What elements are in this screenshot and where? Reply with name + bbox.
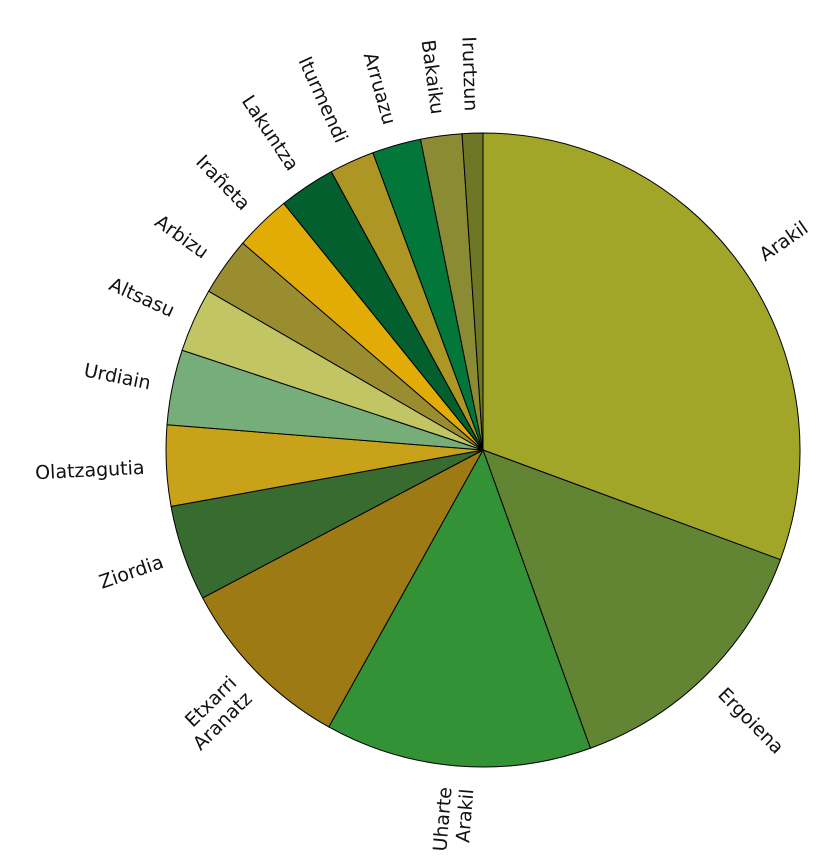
label-arruazu: Arruazu: [359, 50, 400, 127]
slice-ergoiena: [482, 449, 782, 749]
label-irurtzun: Irurtzun: [457, 36, 481, 111]
slice-irurtzun: [461, 132, 484, 451]
label-lakuntza: Lakuntza: [237, 91, 303, 175]
label-iturmendi: Iturmendi: [294, 53, 352, 146]
label-arakil: Arakil: [755, 217, 812, 266]
label-irañeta: Irañeta: [191, 151, 254, 215]
label-etxarri-aranatz: EtxarriAranatz: [173, 672, 256, 755]
slice-uharte-arakil: [328, 448, 592, 768]
label-olatzagutia: Olatzagutia: [35, 457, 145, 484]
label-arbizu: Arbizu: [151, 211, 213, 264]
label-ergoiena: Ergoiena: [713, 684, 788, 759]
label-urdiain: Urdiain: [82, 359, 153, 394]
label-bakaiku: Bakaiku: [417, 39, 449, 116]
label-uharte-arakil: UharteArakil: [429, 786, 478, 854]
slice-etxarri-aranatz: [201, 448, 485, 728]
slice-arakil: [482, 132, 801, 561]
label-altsasu: Altsasu: [106, 274, 178, 322]
pie-slices: [165, 132, 801, 768]
label-ziordia: Ziordia: [97, 551, 167, 593]
